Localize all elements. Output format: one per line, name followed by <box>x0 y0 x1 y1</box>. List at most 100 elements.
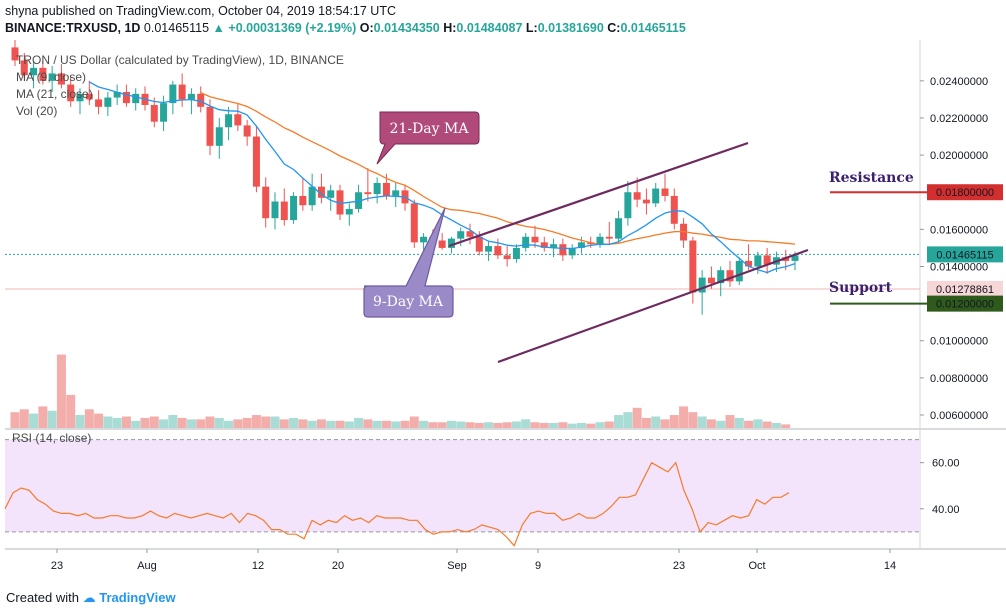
volume-bar <box>84 409 94 428</box>
tradingview-brand[interactable]: TradingView <box>99 590 176 605</box>
volume-bar <box>103 416 113 428</box>
candle-body <box>438 240 446 248</box>
channel-upper-line[interactable] <box>448 141 749 248</box>
volume-bar <box>251 415 261 428</box>
candle-body <box>420 236 428 243</box>
candle-body <box>531 236 539 243</box>
volume-bar <box>771 422 781 428</box>
prev-price-badge: 0.01278861 <box>936 284 994 296</box>
candle-body <box>745 260 753 267</box>
volume-bar <box>344 421 354 428</box>
price-tick-label: 0.01000000 <box>930 336 988 348</box>
legend-rsi[interactable]: RSI (14, close) <box>12 431 92 445</box>
volume-bar <box>214 417 224 428</box>
volume-bar <box>753 419 763 428</box>
volume-bar <box>261 416 271 428</box>
volume-bar <box>233 419 243 428</box>
volume-bar <box>168 415 178 428</box>
footer: Created with ☁ TradingView <box>6 590 176 606</box>
candle-body <box>290 195 298 221</box>
volume-bar <box>446 420 456 428</box>
volume-bar <box>716 420 726 428</box>
candle-body <box>726 270 734 282</box>
volume-bar <box>428 422 438 428</box>
candle-body <box>132 93 140 104</box>
volume-bar <box>734 417 744 428</box>
volume-bar <box>706 419 716 428</box>
candle-body <box>457 231 465 239</box>
symbol-label: BINANCE:TRXUSD, 1D <box>5 21 141 35</box>
candle-body <box>568 247 576 256</box>
channel-lower-line[interactable] <box>497 248 809 364</box>
candle-body <box>262 186 270 219</box>
legend-title: TRON / US Dollar (calculated by TradingV… <box>16 53 344 67</box>
last-price: 0.01465115 <box>143 21 210 35</box>
volume-bar <box>576 422 586 428</box>
rsi-line[interactable] <box>4 461 790 547</box>
volume-bar <box>75 415 85 428</box>
volume-bar <box>38 406 48 428</box>
volume-bar <box>669 415 679 428</box>
ma21-callout-text: 21-Day MA <box>390 121 470 137</box>
x-tick-label: 20 <box>332 560 344 572</box>
candle-body <box>670 195 678 224</box>
volume-bar <box>205 416 215 428</box>
volume-bar <box>604 421 614 428</box>
candle-body <box>271 201 279 219</box>
candle-body <box>48 73 56 81</box>
candle-body <box>20 60 28 76</box>
candle-body <box>317 186 325 198</box>
volume-bar <box>66 394 76 428</box>
ma21-line[interactable] <box>200 92 796 246</box>
tradingview-logo-icon: ☁ <box>82 590 96 605</box>
candle-body <box>382 182 390 196</box>
candle-body <box>160 103 168 122</box>
rsi-band <box>5 439 920 532</box>
x-tick-label: 23 <box>673 560 685 572</box>
volume-bar <box>279 419 289 428</box>
legend-volume[interactable]: Vol (20) <box>16 104 58 118</box>
volume-bar <box>298 419 308 428</box>
legend-ma21[interactable]: MA (21, close) <box>16 87 93 101</box>
candle-body <box>540 242 548 248</box>
volume-bar <box>10 412 20 428</box>
x-tick-label: 9 <box>535 560 541 572</box>
candle-body <box>466 231 474 237</box>
candle-body <box>512 247 520 260</box>
volume-bar <box>224 420 234 428</box>
volume-bar <box>632 407 642 428</box>
candle-body <box>633 192 641 200</box>
publish-info: shyna published on TradingView.com, Octo… <box>5 4 396 18</box>
low-value: 0.01381690 <box>537 21 604 35</box>
volume-bar <box>94 413 104 428</box>
volume-bar <box>558 422 568 428</box>
candle-body <box>410 203 418 243</box>
up-arrow-icon: ▲ <box>212 21 225 35</box>
volume-bar <box>660 419 670 428</box>
candle-body <box>475 236 483 252</box>
author-name[interactable]: shyna <box>5 4 39 18</box>
candle-body <box>113 91 121 98</box>
price-tick-label: 0.01400000 <box>930 261 988 273</box>
candle-body <box>503 255 511 260</box>
created-with-text: Created with <box>6 590 79 605</box>
volume-bar <box>381 420 391 428</box>
price-tick-label: 0.02400000 <box>930 76 988 88</box>
volume-bar <box>641 417 651 428</box>
legend-ma9[interactable]: MA (9, close) <box>16 70 87 84</box>
volume-bar <box>456 421 466 428</box>
prev-price-badge-bg <box>927 280 1003 297</box>
candle-body <box>67 84 75 102</box>
volume-bar <box>326 420 336 428</box>
volume-bar <box>335 420 345 428</box>
volume-bar <box>400 420 410 428</box>
candle-body <box>717 270 725 284</box>
published-text: published on TradingView.com, October 04… <box>41 4 397 18</box>
close-value: 0.01465115 <box>620 21 686 35</box>
candle-body <box>187 93 195 100</box>
volume-bar <box>316 419 326 428</box>
change-value: +0.00031369 (+2.19%) <box>228 21 357 35</box>
volume-bar <box>409 416 419 428</box>
volume-bar <box>595 422 605 428</box>
